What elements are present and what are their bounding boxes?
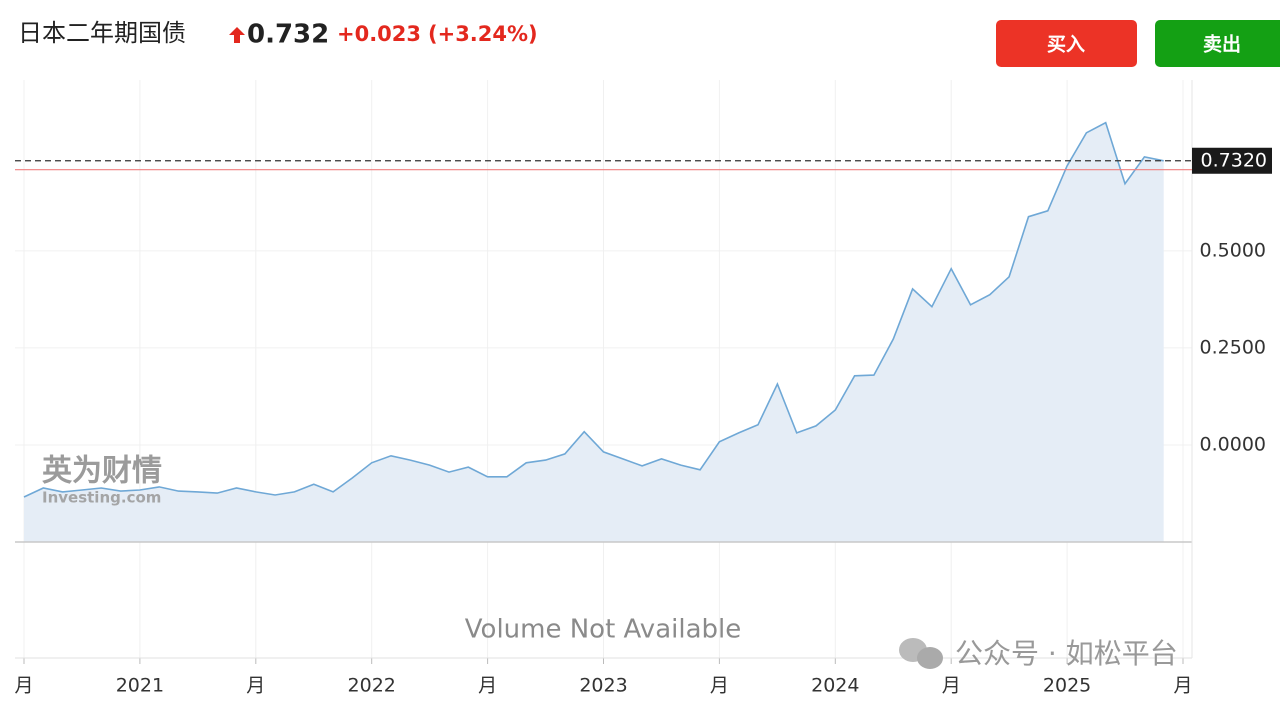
logo-en: Investing.com — [42, 489, 161, 507]
watermark: 公众号 · 如松平台 — [955, 637, 1178, 670]
buy-button[interactable] — [996, 20, 1137, 67]
y-tick-label: 0.0000 — [1200, 433, 1266, 455]
price-line — [23, 121, 1164, 498]
current-label: 0.7320 — [1201, 149, 1267, 171]
plot: 月 2021 月 2022 月 2023 月 2024 月 2025 月 0.0000 0.2500 0.… — [14, 80, 1272, 697]
area-fill — [24, 122, 1164, 542]
price-change-pct: (+3.24%) — [428, 22, 538, 46]
sell-button[interactable] — [1155, 20, 1280, 67]
sell-label[interactable]: 卖出 — [1203, 33, 1241, 56]
price: 0.732 — [247, 20, 329, 50]
instrument-title: 日本二年期国债 — [18, 19, 186, 47]
x-tick-label: 月 — [710, 675, 729, 697]
x-tick-label: 2022 — [348, 675, 396, 697]
x-tick-label: 2023 — [579, 675, 627, 697]
logo-cn: 英为财情 — [42, 454, 162, 489]
current-label-box — [1192, 147, 1272, 174]
y-tick-label: 0.2500 — [1200, 336, 1266, 358]
buy-label[interactable]: 买入 — [1047, 34, 1085, 56]
volume-note: Volume Not Available — [465, 615, 741, 645]
x-tick-label: 2021 — [116, 675, 164, 697]
x-tick-label: 月 — [246, 675, 265, 697]
x-tick-label: 2024 — [811, 675, 859, 697]
y-tick-label: 0.5000 — [1200, 239, 1266, 261]
x-tick-label: 月 — [478, 675, 497, 697]
x-tick-label: 月 — [14, 675, 33, 697]
price-change: +0.023 — [337, 22, 421, 46]
x-tick-label: 月 — [1173, 675, 1192, 697]
x-tick-label: 2025 — [1043, 675, 1091, 697]
x-tick-label: 月 — [942, 675, 961, 697]
wechat-icon — [899, 638, 943, 669]
up-arrow — [229, 27, 245, 43]
